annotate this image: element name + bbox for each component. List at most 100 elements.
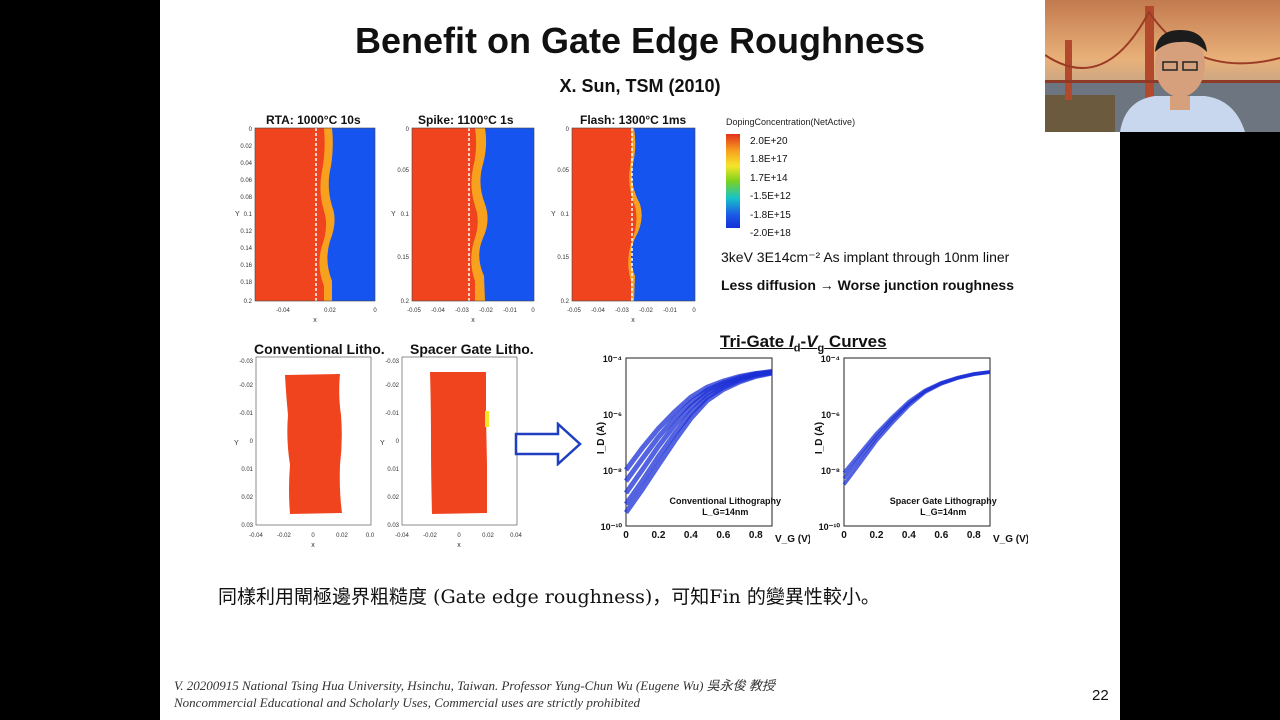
x-tick-label: 0.8 [967, 530, 981, 541]
svg-text:0: 0 [457, 533, 461, 539]
svg-text:-0.04: -0.04 [591, 308, 605, 314]
rta-panel-title: RTA: 1000°C 10s [266, 113, 361, 127]
presenter-video [1045, 0, 1280, 132]
flash-doping-map: 0 0.05 0.1 0.15 0.2 Y -0.05 -0.04 -0.03 -0.02 -0… [551, 127, 696, 324]
svg-text:0: 0 [531, 308, 535, 314]
svg-text:0.03: 0.03 [241, 523, 253, 529]
conventional-litho-title: Conventional Litho. [254, 341, 385, 357]
y-tick-label: 10⁻¹⁰ [601, 522, 623, 532]
legend-label: -2.0E+18 [750, 228, 791, 240]
x-tick-label: 0.4 [684, 530, 698, 541]
y-tick-label: 10⁻⁸ [821, 466, 840, 476]
rta-doping-map: 00.020.040.060.080.10.120.140.160.180.2 … [235, 127, 377, 324]
svg-text:0.14: 0.14 [240, 246, 252, 252]
svg-text:0.02: 0.02 [240, 144, 252, 150]
svg-text:0.08: 0.08 [240, 195, 252, 201]
trigate-title-id: I [788, 332, 794, 351]
svg-text:0.16: 0.16 [240, 263, 252, 269]
svg-text:0: 0 [250, 439, 254, 445]
svg-text:0.15: 0.15 [397, 255, 409, 261]
chart-title: Spacer Gate Lithography [890, 496, 997, 506]
svg-text:0.2: 0.2 [244, 299, 253, 305]
legend-label: 1.8E+17 [750, 154, 788, 166]
spike-panel-title: Spike: 1100°C 1s [418, 113, 514, 127]
svg-text:-0.02: -0.02 [479, 308, 493, 314]
x-tick-label: 0.6 [934, 530, 948, 541]
svg-text:0: 0 [311, 533, 315, 539]
svg-text:0.2: 0.2 [561, 299, 570, 305]
svg-text:-0.02: -0.02 [423, 533, 437, 539]
chart-annotation: L_G=14nm [702, 507, 748, 517]
spacer-idvg-chart: 0 0.2 0.4 0.6 0.8 10⁻¹⁰ 10⁻⁸ 10⁻⁶ 10⁻⁴ V_G (V) I_D… [814, 354, 1028, 545]
x-tick-label: 0.2 [869, 530, 883, 541]
x-tick-label: 0.2 [651, 530, 665, 541]
x-axis-label: V_G (V) [775, 534, 810, 545]
svg-text:x: x [457, 542, 461, 549]
svg-text:x: x [313, 317, 317, 324]
y-tick-label: 10⁻⁶ [821, 410, 840, 420]
svg-text:-0.02: -0.02 [277, 533, 291, 539]
svg-text:0.02: 0.02 [336, 533, 348, 539]
x-tick-label: 0 [623, 530, 629, 541]
y-tick-label: 10⁻⁸ [603, 466, 622, 476]
svg-text:Y: Y [380, 440, 385, 447]
y-tick-label: 10⁻⁴ [603, 354, 622, 364]
svg-text:-0.01: -0.01 [385, 411, 399, 417]
svg-text:0.15: 0.15 [557, 255, 569, 261]
svg-text:0.1: 0.1 [561, 212, 570, 218]
svg-text:-0.04: -0.04 [276, 308, 290, 314]
svg-text:0.05: 0.05 [397, 168, 409, 174]
svg-text:0.0: 0.0 [366, 533, 375, 539]
slide-title: Benefit on Gate Edge Roughness [354, 20, 926, 61]
svg-text:-0.04: -0.04 [431, 308, 445, 314]
svg-text:-0.05: -0.05 [407, 308, 421, 314]
chart-annotation: L_G=14nm [920, 507, 966, 517]
legend-label: 2.0E+20 [750, 136, 788, 147]
x-axis-label: V_G (V) [993, 534, 1028, 545]
svg-text:Y: Y [551, 211, 556, 218]
svg-text:0.01: 0.01 [241, 467, 253, 473]
iv-curve [842, 370, 991, 486]
y-tick-label: 10⁻⁴ [821, 354, 840, 364]
page-number: 22 [1092, 687, 1109, 704]
svg-text:-0.03: -0.03 [385, 359, 399, 365]
svg-text:0: 0 [692, 308, 696, 314]
right-arrow-icon [514, 422, 582, 466]
svg-text:0.18: 0.18 [240, 280, 252, 286]
svg-text:0.02: 0.02 [387, 495, 399, 501]
legend-label: -1.5E+12 [750, 191, 791, 203]
svg-text:Y: Y [235, 211, 240, 218]
legend-title: DopingConcentration(NetActive) [726, 117, 856, 127]
y-tick-label: 10⁻¹⁰ [819, 522, 841, 532]
svg-text:-0.04: -0.04 [395, 533, 409, 539]
svg-text:0.2: 0.2 [401, 299, 410, 305]
svg-text:0.1: 0.1 [244, 212, 253, 218]
trigate-title-id-sub: d [793, 342, 801, 355]
svg-text:x: x [631, 317, 635, 324]
svg-text:-0.03: -0.03 [615, 308, 629, 314]
x-tick-label: 0.6 [716, 530, 730, 541]
svg-text:0.04: 0.04 [510, 533, 522, 539]
svg-text:0.02: 0.02 [241, 495, 253, 501]
svg-text:0: 0 [566, 127, 570, 133]
trigate-title: Tri-Gate Id-Vg Curves [720, 332, 887, 354]
svg-text:-0.01: -0.01 [239, 411, 253, 417]
svg-text:0: 0 [406, 127, 410, 133]
svg-text:Y: Y [391, 211, 396, 218]
svg-text:0.03: 0.03 [387, 523, 399, 529]
conclusion-note: Less diffusion → Worse junction roughnes… [721, 277, 1014, 293]
footer-line-1: V. 20200915 National Tsing Hua Universit… [174, 678, 775, 693]
spike-doping-map: 0 0.05 0.1 0.15 0.2 Y -0.05 -0.04 -0.03 -0.02 -0… [391, 127, 535, 324]
svg-text:-0.03: -0.03 [455, 308, 469, 314]
slide-caption: 同樣利用閘極邊界粗糙度 (Gate edge roughness)，可知Fin … [218, 586, 880, 608]
x-tick-label: 0.8 [749, 530, 763, 541]
svg-text:0.05: 0.05 [557, 168, 569, 174]
svg-text:-0.02: -0.02 [385, 383, 399, 389]
y-axis-label: I_D (A) [596, 422, 607, 454]
trigate-title-suffix: Curves [824, 332, 887, 351]
svg-text:x: x [311, 542, 315, 549]
slide: Benefit on Gate Edge Roughness X. Sun, T… [160, 0, 1120, 720]
trigate-title-prefix: Tri-Gate [720, 332, 789, 351]
iv-curve [623, 370, 773, 515]
svg-text:0: 0 [373, 308, 377, 314]
